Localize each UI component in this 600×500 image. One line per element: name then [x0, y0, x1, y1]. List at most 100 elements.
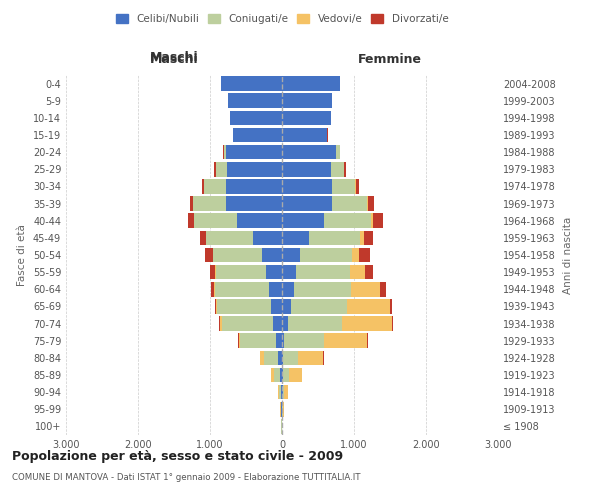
- Bar: [355, 179, 356, 194]
- Bar: [283, 368, 289, 382]
- Bar: [280, 368, 282, 382]
- Bar: [282, 265, 296, 280]
- Bar: [200, 230, 206, 245]
- Bar: [220, 316, 222, 331]
- Bar: [266, 265, 282, 280]
- Bar: [188, 214, 194, 228]
- Bar: [215, 299, 217, 314]
- Bar: [282, 179, 332, 194]
- Text: Femmine: Femmine: [358, 53, 422, 66]
- Bar: [281, 402, 282, 416]
- Bar: [274, 368, 280, 382]
- Bar: [279, 385, 281, 400]
- Bar: [326, 128, 328, 142]
- Bar: [282, 196, 332, 211]
- Bar: [214, 282, 215, 296]
- Bar: [269, 282, 282, 296]
- Bar: [290, 299, 347, 314]
- Bar: [282, 214, 324, 228]
- Bar: [282, 334, 284, 348]
- Bar: [216, 265, 266, 280]
- Bar: [239, 334, 240, 348]
- Bar: [272, 316, 282, 331]
- Bar: [324, 334, 367, 348]
- Bar: [282, 162, 331, 176]
- Bar: [226, 179, 282, 194]
- Bar: [367, 196, 368, 211]
- Bar: [282, 76, 340, 91]
- Bar: [194, 214, 238, 228]
- Bar: [213, 248, 262, 262]
- Bar: [233, 128, 282, 142]
- Bar: [215, 282, 269, 296]
- Bar: [238, 214, 282, 228]
- Bar: [228, 94, 282, 108]
- Bar: [324, 214, 371, 228]
- Bar: [282, 230, 310, 245]
- Bar: [392, 316, 393, 331]
- Bar: [347, 299, 390, 314]
- Bar: [300, 248, 352, 262]
- Bar: [390, 299, 392, 314]
- Bar: [284, 334, 324, 348]
- Bar: [365, 265, 373, 280]
- Bar: [284, 385, 289, 400]
- Bar: [296, 265, 350, 280]
- Bar: [260, 350, 264, 365]
- Bar: [310, 230, 360, 245]
- Bar: [227, 162, 282, 176]
- Bar: [216, 162, 227, 176]
- Bar: [282, 316, 288, 331]
- Bar: [282, 368, 283, 382]
- Bar: [281, 385, 282, 400]
- Y-axis label: Fasce di età: Fasce di età: [17, 224, 27, 286]
- Bar: [360, 230, 364, 245]
- Bar: [262, 248, 282, 262]
- Bar: [206, 230, 253, 245]
- Bar: [282, 128, 326, 142]
- Bar: [217, 299, 271, 314]
- Bar: [282, 94, 332, 108]
- Bar: [224, 145, 226, 160]
- Bar: [283, 350, 298, 365]
- Bar: [332, 196, 367, 211]
- Bar: [202, 179, 204, 194]
- Bar: [293, 282, 351, 296]
- Text: Maschi: Maschi: [149, 51, 199, 64]
- Bar: [352, 248, 359, 262]
- Bar: [271, 368, 274, 382]
- Bar: [278, 350, 282, 365]
- Bar: [288, 316, 342, 331]
- Bar: [271, 299, 282, 314]
- Bar: [278, 385, 279, 400]
- Legend: Celibi/Nubili, Coniugati/e, Vedovi/e, Divorzati/e: Celibi/Nubili, Coniugati/e, Vedovi/e, Di…: [112, 10, 452, 29]
- Bar: [226, 196, 282, 211]
- Bar: [282, 282, 293, 296]
- Bar: [350, 265, 365, 280]
- Bar: [344, 162, 346, 176]
- Bar: [240, 334, 276, 348]
- Bar: [222, 316, 272, 331]
- Bar: [282, 299, 290, 314]
- Bar: [331, 162, 344, 176]
- Bar: [209, 265, 215, 280]
- Bar: [380, 282, 386, 296]
- Bar: [289, 368, 302, 382]
- Bar: [214, 162, 215, 176]
- Bar: [253, 230, 282, 245]
- Bar: [282, 350, 283, 365]
- Bar: [230, 110, 282, 125]
- Bar: [359, 248, 370, 262]
- Bar: [351, 282, 380, 296]
- Bar: [282, 248, 300, 262]
- Bar: [342, 316, 392, 331]
- Bar: [283, 402, 284, 416]
- Bar: [283, 385, 284, 400]
- Bar: [190, 196, 193, 211]
- Y-axis label: Anni di nascita: Anni di nascita: [563, 216, 572, 294]
- Bar: [282, 110, 331, 125]
- Bar: [371, 214, 373, 228]
- Bar: [282, 145, 336, 160]
- Bar: [204, 179, 226, 194]
- Bar: [193, 196, 226, 211]
